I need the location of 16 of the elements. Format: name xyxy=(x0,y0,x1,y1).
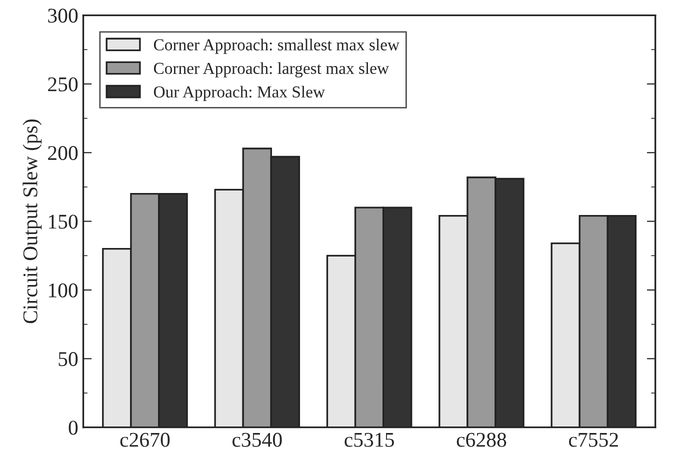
x-tick-label: c7552 xyxy=(568,432,618,447)
legend-label: Corner Approach: largest max slew xyxy=(154,62,389,78)
y-tick-label: 100 xyxy=(48,283,78,298)
y-tick-label: 50 xyxy=(58,352,78,366)
y-tick-label: 0 xyxy=(68,420,78,435)
x-tick-label: c2670 xyxy=(120,432,170,447)
y-tick-label: 300 xyxy=(48,8,78,23)
y-tick-label: 150 xyxy=(48,214,78,229)
y-axis-title: Circuit Output Slew (ps) xyxy=(22,120,42,324)
legend-label: Corner Approach: smallest max slew xyxy=(154,38,400,54)
x-tick-label: c5315 xyxy=(344,432,394,447)
legend-label: Our Approach: Max Slew xyxy=(154,86,325,101)
y-tick-label: 250 xyxy=(48,77,78,92)
x-tick-label: c3540 xyxy=(232,432,282,447)
x-tick-label: c6288 xyxy=(456,432,506,447)
y-tick-label: 200 xyxy=(48,146,78,160)
